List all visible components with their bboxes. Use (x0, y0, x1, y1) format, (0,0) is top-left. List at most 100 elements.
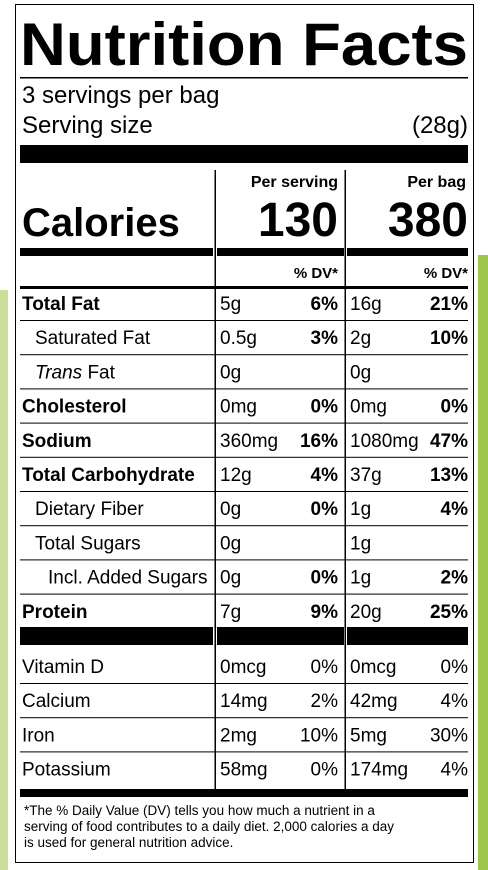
dv-header: % DV* (294, 265, 338, 282)
daily-value: 4% (311, 465, 339, 486)
title: Nutrition Facts (20, 11, 468, 78)
vitamin-name: Potassium (22, 760, 111, 781)
row-rule (20, 320, 468, 321)
amount: 14mg (220, 691, 268, 712)
calories-value: 380 (388, 194, 468, 247)
name: Protein (22, 602, 87, 623)
amount: 0g (220, 533, 241, 554)
daily-value: 47% (430, 431, 468, 452)
footnote: serving of food contributes to a daily d… (24, 819, 394, 834)
footnote: *The % Daily Value (DV) tells you how mu… (24, 803, 375, 818)
nutrient-name: Saturated Fat (35, 328, 151, 349)
daily-value: 10% (300, 725, 338, 746)
daily-value: 21% (430, 294, 468, 315)
amount: 0mg (220, 397, 257, 418)
amount: 2g (350, 328, 371, 349)
amount: 0g (220, 568, 241, 589)
row-rule (20, 717, 468, 719)
nutrient-name: Sodium (22, 431, 92, 452)
amount: 7g (220, 602, 241, 623)
amount: 0.5g (220, 328, 257, 349)
row-rule (20, 559, 468, 561)
row-rule (20, 388, 468, 390)
daily-value: 16% (300, 431, 338, 452)
row-rule (20, 491, 468, 492)
vitamin-name: Vitamin D (22, 657, 104, 678)
amount: 0mg (350, 397, 387, 418)
amount: 5g (220, 294, 241, 315)
amount: 1080mg (350, 431, 419, 452)
thick-bar (20, 248, 213, 256)
amount: 1g (350, 499, 371, 520)
row-rule (20, 751, 468, 753)
amount: 0g (220, 499, 241, 520)
thick-bar (217, 248, 344, 256)
row-rule (20, 456, 468, 458)
nutrient-name: Total Fat (22, 294, 100, 315)
serving-size: (28g) (412, 112, 468, 139)
amount: 5mg (350, 725, 387, 746)
vitamin-name: Iron (22, 725, 55, 746)
daily-value: 0% (311, 568, 339, 589)
daily-value: 6% (311, 294, 339, 315)
daily-value: 3% (311, 328, 339, 349)
row-rule (20, 525, 468, 527)
amount: 58mg (220, 760, 268, 781)
name: Saturated Fat (35, 328, 151, 349)
daily-value: 9% (311, 602, 339, 623)
column-line (344, 170, 346, 790)
name: Dietary Fiber (35, 499, 144, 520)
dv-header: % DV* (424, 265, 468, 282)
name: Total Sugars (35, 533, 141, 554)
serving-size-label: Serving size (22, 112, 153, 139)
calories-value: 130 (258, 194, 338, 247)
nutrient-name: Protein (22, 602, 87, 623)
thick-bar (347, 627, 468, 645)
amount: 12g (220, 465, 252, 486)
thick-bar (20, 627, 213, 645)
thick-bar (20, 789, 468, 797)
amount: 1g (350, 568, 371, 589)
name: Cholesterol (22, 397, 127, 418)
nutrient-name: Trans Fat (35, 362, 116, 383)
daily-value: 30% (430, 725, 468, 746)
daily-value: 0% (311, 657, 339, 678)
column-line (214, 170, 216, 790)
row-rule (20, 354, 468, 356)
amount: 42mg (350, 691, 398, 712)
amount: 20g (350, 602, 382, 623)
thick-bar (217, 627, 344, 645)
row-rule (20, 422, 468, 424)
rows: % DV* % DV* Total Fat 5g 6% 16g 21% Saturated F… (20, 248, 468, 850)
nutrient-name: Incl. Added Sugars (48, 568, 208, 589)
amount: 0g (220, 362, 241, 383)
thick-bar (20, 145, 468, 163)
nutrient-name: Dietary Fiber (35, 499, 144, 520)
daily-value: 2% (311, 691, 339, 712)
daily-value: 2% (441, 568, 469, 589)
daily-value: 4% (441, 691, 469, 712)
italic-prefix: Trans (35, 362, 83, 383)
daily-value: 13% (430, 465, 468, 486)
daily-value: 25% (430, 602, 468, 623)
daily-value: 0% (441, 657, 469, 678)
daily-value: 10% (430, 328, 468, 349)
amount: 0g (350, 362, 371, 383)
name: Incl. Added Sugars (48, 568, 208, 589)
vitamin-name: Calcium (22, 691, 91, 712)
amount: 360mg (220, 431, 278, 452)
nutrient-name: Total Carbohydrate (22, 465, 195, 486)
servings: 3 servings per bag (22, 82, 219, 109)
daily-value: 0% (311, 760, 339, 781)
column-header: Per bag (407, 174, 466, 191)
rule (20, 77, 468, 79)
rule (20, 286, 468, 289)
thick-bar (347, 248, 468, 256)
daily-value: 4% (441, 760, 469, 781)
name: Fat (87, 362, 115, 383)
name: Total Fat (22, 294, 100, 315)
row-rule (20, 593, 468, 595)
name: Sodium (22, 431, 92, 452)
